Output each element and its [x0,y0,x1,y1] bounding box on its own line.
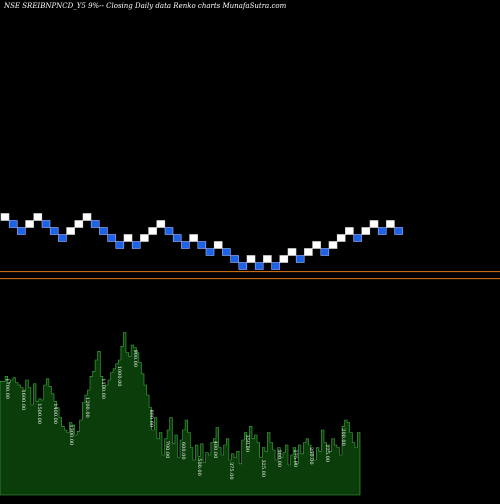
volume-value-label: 900.00 [132,350,138,368]
renko-brick-up [82,213,92,221]
volume-value-label: 225.00 [324,445,330,463]
renko-brick-up [312,241,321,249]
renko-brick-up [156,220,166,228]
renko-brick-down [254,262,264,270]
renko-brick-up [66,227,75,235]
renko-brick-up [386,220,395,228]
renko-brick-down [41,220,51,228]
volume-value-label: 1200.00 [84,397,90,418]
renko-brick-down [238,262,248,270]
volume-area-shape [0,332,361,496]
renko-brick-down [181,241,190,249]
volume-value-label: 800.00 [148,410,154,428]
renko-brick-down [8,220,18,228]
renko-brick-up [328,241,338,249]
renko-brick-up [25,220,34,228]
renko-brick-up [263,255,272,263]
renko-brick-down [58,234,67,242]
volume-value-label: 275.00 [292,450,298,468]
volume-value-label: 300.00 [276,450,282,468]
renko-brick-up [369,220,379,228]
volume-value-label: 500.00 [196,458,202,476]
renko-brick-down [377,227,387,235]
chart-title: NSE SREIBNPNCD_Y5 9%-- Closing Daily dat… [4,2,287,10]
volume-value-label: 1100.00 [100,378,106,399]
renko-brick-down [115,241,125,249]
volume-value-label: 1600.00 [20,390,26,411]
renko-brick-up [123,234,133,242]
renko-brick-down [49,227,59,235]
renko-brick-up [304,248,313,256]
renko-brick-down [222,248,231,256]
volume-value-label: 400.00 [212,441,218,459]
volume-value-label: 1400.00 [52,403,58,424]
volume-area [0,332,361,496]
volume-value-label: 1300.00 [68,425,74,446]
volume-value-label: 350.00 [244,435,250,453]
volume-value-label: 1700.00 [4,378,10,399]
renko-brick-down [17,227,26,235]
renko-brick-down [295,255,305,263]
renko-brick-down [172,234,182,242]
renko-brick-down [197,241,207,249]
renko-brick-up [140,234,149,242]
renko-brick-up [189,234,198,242]
volume-value-label: 1000.00 [116,366,122,387]
renko-brick-down [320,248,330,256]
renko-brick-down [394,227,403,235]
volume-value-label: 700.00 [164,441,170,459]
renko-brick-down [205,248,215,256]
renko-brick-up [74,220,84,228]
volume-value-labels: 1700.00 1600.00 1500.00 1400.00 1300.00 1200.… [4,350,346,480]
renko-brick-down [353,234,362,242]
renko-brick-up [361,227,371,235]
renko-bricks [0,213,403,270]
renko-brick-down [271,262,280,270]
volume-value-label: 325.00 [260,460,266,478]
renko-brick-down [164,227,174,235]
volume-value-label: 600.00 [180,442,186,460]
volume-value-label: 200.00 [340,428,346,446]
volume-value-label: 250.00 [308,447,314,465]
reference-lines [0,271,500,280]
renko-brick-up [287,248,297,256]
renko-brick-down [131,241,141,249]
volume-value-label: 1500.00 [36,403,42,424]
renko-brick-up [279,255,289,263]
renko-brick-up [213,241,223,249]
renko-brick-down [107,234,116,242]
renko-brick-down [90,220,100,228]
renko-brick-down [230,255,239,263]
renko-brick-down [99,227,108,235]
renko-brick-up [148,227,157,235]
renko-brick-up [0,213,10,221]
renko-brick-up [345,227,354,235]
renko-brick-up [33,213,43,221]
renko-brick-up [336,234,346,242]
volume-value-label: 375.00 [228,462,234,480]
renko-brick-up [246,255,256,263]
